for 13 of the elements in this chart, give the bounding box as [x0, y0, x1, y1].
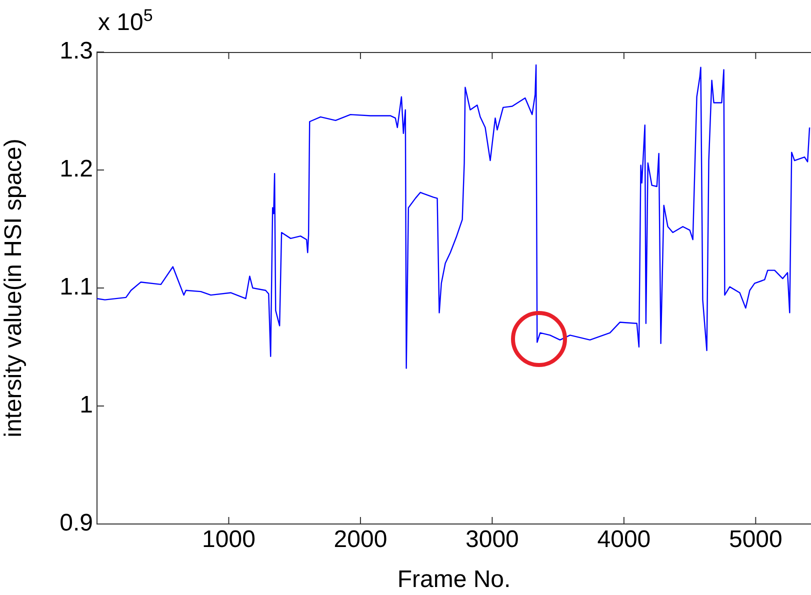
y-axis-title: intersity value(in HSI space) [0, 138, 28, 438]
x-tick-label: 1000 [202, 526, 256, 554]
x-tick-label: 2000 [334, 526, 388, 554]
y-tick-label: 1.1 [60, 274, 93, 301]
x-tick-label: 5000 [728, 526, 782, 554]
x-tick-label: 4000 [597, 526, 651, 554]
y-tick-label: 0.9 [60, 510, 93, 537]
x-axis-title: Frame No. [397, 566, 511, 594]
y-tick-label: 1 [80, 392, 93, 419]
x-tick-label: 3000 [466, 526, 519, 554]
text: x 10$^{5}$ [98, 6, 153, 37]
y-tick-label: 1.2 [60, 156, 93, 183]
y-tick-label: 1.3 [60, 38, 93, 65]
